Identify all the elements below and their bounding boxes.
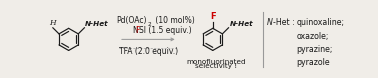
Text: SI (1.5 equiv.): SI (1.5 equiv.) bbox=[139, 26, 192, 35]
Text: H: H bbox=[49, 19, 56, 27]
Text: selectivity !: selectivity ! bbox=[195, 63, 237, 69]
Text: N-Het: N-Het bbox=[85, 21, 109, 27]
Text: (10 mol%): (10 mol%) bbox=[153, 16, 195, 25]
Text: Pd(OAc): Pd(OAc) bbox=[116, 16, 147, 25]
Text: N: N bbox=[267, 18, 273, 27]
Text: F: F bbox=[135, 26, 140, 35]
Text: pyrazole: pyrazole bbox=[296, 58, 330, 67]
Text: F: F bbox=[210, 12, 215, 21]
Text: N-Het: N-Het bbox=[229, 21, 253, 27]
Text: monofluorinated: monofluorinated bbox=[186, 59, 246, 65]
Text: N: N bbox=[132, 26, 138, 35]
Text: quinoxaline;: quinoxaline; bbox=[296, 18, 344, 27]
Text: 2: 2 bbox=[147, 22, 151, 27]
Text: pyrazine;: pyrazine; bbox=[296, 45, 333, 54]
Text: -Het :: -Het : bbox=[273, 18, 297, 27]
Text: TFA (2.0 equiv.): TFA (2.0 equiv.) bbox=[119, 47, 178, 56]
Text: oxazole;: oxazole; bbox=[296, 32, 328, 41]
